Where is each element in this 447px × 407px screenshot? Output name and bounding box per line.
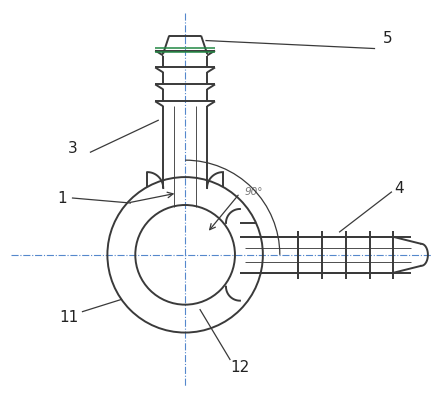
Text: 5: 5 [383,31,392,46]
Text: 4: 4 [395,181,404,195]
Text: 90°: 90° [245,187,263,197]
Text: 1: 1 [58,190,67,206]
Text: 11: 11 [59,310,78,325]
Text: 3: 3 [67,141,77,156]
Text: 12: 12 [230,360,249,375]
